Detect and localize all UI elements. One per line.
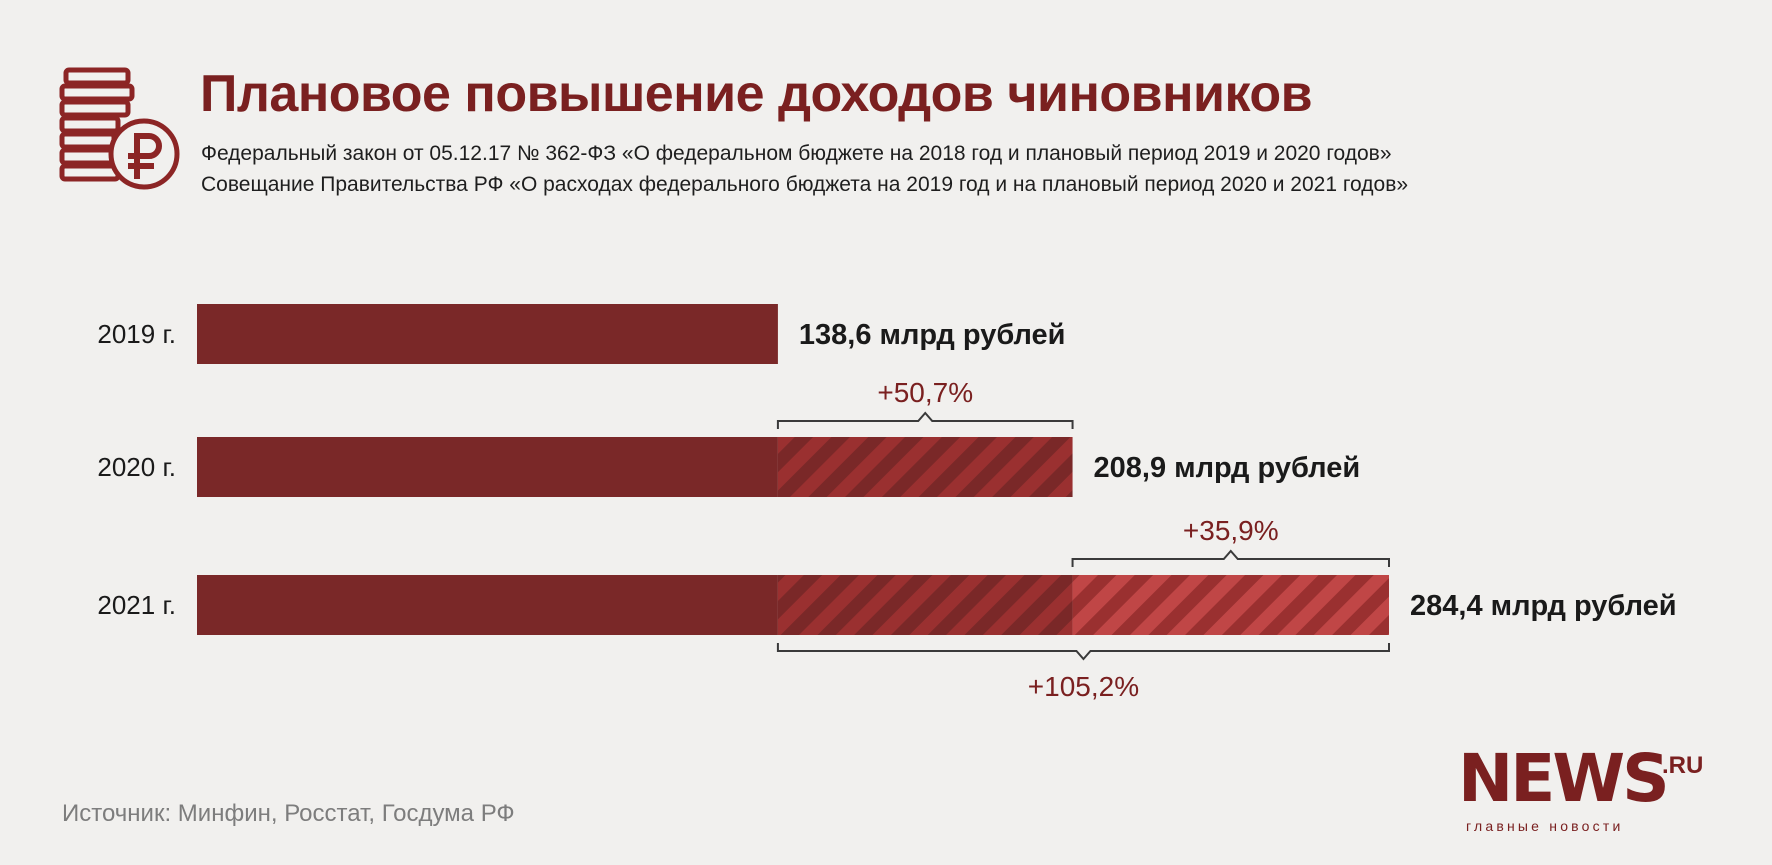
- category-label: 2019 г.: [97, 319, 176, 349]
- bar-increase-segment: [777, 437, 1073, 497]
- growth-label: +35,9%: [1183, 515, 1279, 546]
- source-note: Источник: Минфин, Росстат, Госдума РФ: [62, 800, 515, 827]
- logo-wordmark: NEWS: [1458, 740, 1670, 817]
- logo-suffix: .RU: [1662, 752, 1704, 779]
- subtitle-law: Федеральный закон от 05.12.17 № 362-ФЗ «…: [201, 142, 1392, 165]
- bar-base-segment: [197, 304, 778, 364]
- value-label: 284,4 млрд рублей: [1410, 590, 1677, 622]
- bar-base-segment: [197, 575, 778, 635]
- growth-bracket: [776, 643, 1390, 661]
- growth-bracket: [1071, 549, 1390, 567]
- logo-tagline: главные новости: [1466, 818, 1624, 834]
- category-label: 2020 г.: [97, 452, 176, 482]
- bar-increase-segment: [777, 575, 1073, 635]
- value-label: 208,9 млрд рублей: [1094, 452, 1361, 484]
- growth-label: +105,2%: [1028, 671, 1139, 702]
- growth-bracket: [776, 411, 1074, 429]
- bar-base-segment: [197, 437, 778, 497]
- ruble-coins-icon: [59, 67, 180, 190]
- page-title: Плановое повышение доходов чиновников: [200, 65, 1313, 123]
- subtitle-meeting: Совещание Правительства РФ «О расходах ф…: [201, 173, 1409, 196]
- growth-label: +50,7%: [877, 377, 973, 408]
- category-label: 2021 г.: [97, 590, 176, 620]
- bar-increase-segment: [1072, 575, 1389, 635]
- value-label: 138,6 млрд рублей: [799, 319, 1066, 351]
